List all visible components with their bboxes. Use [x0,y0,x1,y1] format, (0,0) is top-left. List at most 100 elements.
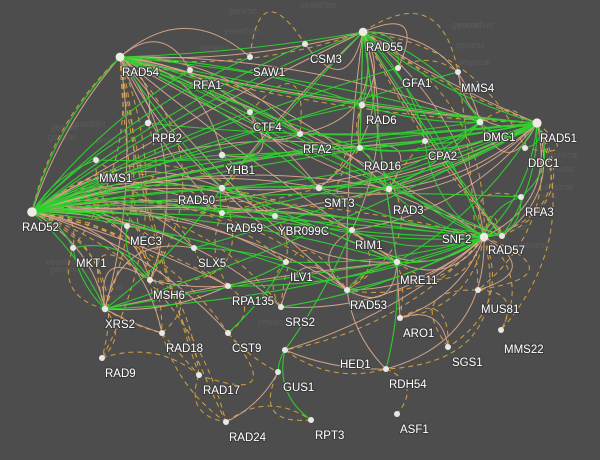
node-asf1[interactable] [394,411,400,417]
node-label-rpb2: RPB2 [152,133,182,145]
edge-genetic [31,211,229,287]
watermark-text: physical [278,197,311,207]
node-msh6[interactable] [147,277,153,283]
node-rad51[interactable] [532,118,542,128]
node-mec3[interactable] [124,223,130,229]
node-srs2[interactable] [278,304,284,310]
watermark-text: physical [180,204,213,214]
node-label-mre11: MRE11 [400,275,438,287]
node-rad17[interactable] [196,372,202,378]
node-mus81[interactable] [475,287,481,293]
node-rad9[interactable] [99,355,105,361]
node-rad54[interactable] [115,52,125,62]
edge-genetic [284,349,387,375]
node-yhb1[interactable] [218,151,226,159]
watermark-text: yeastNet [224,26,260,36]
node-rad3[interactable] [385,185,393,193]
node-rpt3[interactable] [308,417,314,423]
edge-physical [119,56,223,214]
edge-coexpression [280,236,485,308]
node-rad16[interactable] [357,145,363,151]
node-rad6[interactable] [358,101,366,109]
watermark-text: yeastNet [150,82,186,92]
node-rfa3[interactable] [518,194,524,200]
node-gus1[interactable] [275,369,281,375]
edge-physical [31,206,485,238]
node-cst9[interactable] [225,330,231,336]
edge-coexpression [119,56,361,149]
node-cpa2[interactable] [422,138,428,144]
node-ddc1[interactable] [522,145,528,151]
node-label-sgs1: SGS1 [452,357,483,369]
edge-physical [399,236,485,319]
node-rpa135[interactable] [225,283,231,289]
node-hed1[interactable] [282,347,288,353]
node-snf2[interactable] [479,232,489,242]
edge-coexpression [104,122,538,310]
node-label-mms4: MMS4 [461,83,495,95]
node-rad57[interactable] [499,233,505,239]
edge-genetic [149,279,182,334]
node-ilv1[interactable] [283,259,289,265]
node-sgs1[interactable] [445,344,451,350]
edge-coexpression [104,261,398,310]
node-mkt1[interactable] [70,245,76,251]
edge-coexpression [104,236,485,310]
node-rad53[interactable] [344,287,350,293]
edge-physical [221,111,264,158]
node-rfa2[interactable] [297,131,303,137]
edge-coexpression [483,196,522,238]
edge-genetic [161,332,227,423]
watermark-text: genetic [350,310,380,320]
node-xrs2[interactable] [101,305,109,313]
edge-physical [396,236,485,271]
edge-coexpression [31,211,74,249]
edge-coexpression [274,215,485,240]
node-ybr099c[interactable] [272,213,278,219]
node-dmc1[interactable] [476,118,484,126]
watermark-text: genetic [520,240,550,250]
edge-coexpression [147,122,538,135]
edge-genetic [477,289,509,331]
edge-physical [104,308,163,334]
node-gfa1[interactable] [395,65,401,71]
watermark-text: genetic [50,122,80,132]
node-rad18[interactable] [159,330,165,336]
edge-genetic [31,211,106,310]
node-rad52[interactable] [27,207,37,217]
node-rim1[interactable] [349,227,355,233]
node-label-slx5: SLX5 [198,258,226,270]
edge-physical [119,56,503,237]
node-mms4[interactable] [455,69,461,75]
edge-physical [119,56,538,124]
node-mre11[interactable] [393,258,401,266]
node-saw1[interactable] [247,54,253,60]
node-smt3[interactable] [315,184,323,192]
edge-coexpression [362,31,503,237]
node-slx5[interactable] [191,245,197,251]
edge-coexpression [119,56,320,189]
edge-coexpression [520,122,546,198]
node-label-rpa135: RPA135 [232,296,274,308]
node-mms22[interactable] [498,327,504,333]
node-rpb2[interactable] [144,119,152,127]
watermark-text: genetic [500,222,530,232]
node-csm3[interactable] [302,41,308,47]
node-label-rad55: RAD55 [366,42,403,54]
edge-coexpression [346,261,398,291]
node-rad50[interactable] [218,184,226,192]
node-mms1[interactable] [93,157,99,163]
edge-coexpression [72,245,151,281]
node-rad59[interactable] [219,210,225,216]
node-aro1[interactable] [397,315,403,321]
node-rad24[interactable] [223,419,229,425]
edge-physical [479,121,538,153]
edge-coexpression [193,122,538,249]
node-rad55[interactable] [358,27,368,37]
node-rfa1[interactable] [187,67,193,73]
edge-physical [304,31,364,71]
node-rdh54[interactable] [383,366,389,372]
node-ctf4[interactable] [247,109,253,115]
